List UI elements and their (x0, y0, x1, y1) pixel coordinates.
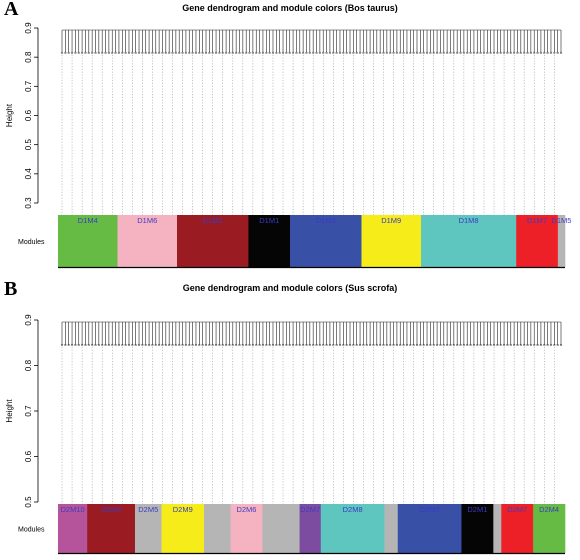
y-tick-label: 0.9 (24, 314, 33, 326)
y-tick-label: 0.4 (24, 168, 33, 180)
module-block (262, 504, 300, 553)
module-block (58, 504, 88, 553)
module-label: D2M10 (61, 505, 85, 514)
y-axis-label: Height (5, 103, 14, 127)
module-label: D1M6 (137, 216, 157, 225)
leaf-guides (61, 346, 555, 504)
y-tick-label: 0.9 (24, 22, 33, 34)
module-label: D2M8 (343, 505, 363, 514)
y-tick-label: 0.5 (24, 139, 33, 151)
module-block (397, 504, 462, 553)
modules-label: Modules (18, 239, 45, 246)
panel-letter: A (4, 0, 19, 20)
module-label: D1M8 (459, 216, 479, 225)
module-label: D1M1 (259, 216, 279, 225)
module-label: D2M2 (420, 505, 440, 514)
module-block (58, 215, 118, 267)
module-block (177, 215, 249, 267)
y-tick-label: 0.5 (24, 496, 33, 508)
panel-letter: B (4, 278, 18, 300)
module-label: D2M7 (507, 505, 527, 514)
module-block (248, 215, 291, 267)
module-label: D2M4 (539, 505, 559, 514)
dendrogram (60, 321, 563, 347)
module-block (161, 504, 205, 553)
module-block (501, 504, 534, 553)
y-tick-label: 0.8 (24, 359, 33, 371)
module-block (557, 215, 566, 267)
y-tick-label: 0.8 (24, 51, 33, 63)
module-block (516, 215, 559, 267)
module-label: D2M3 (101, 505, 121, 514)
dendrogram (60, 29, 563, 54)
leaf-guides (61, 54, 555, 215)
y-axis: 0.3 0.4 0.5 0.6 0.7 0.8 0.9 (24, 22, 39, 209)
y-axis: 0.5 0.6 0.7 0.8 0.9 (24, 314, 39, 508)
module-label: D2M5 (138, 505, 158, 514)
module-label: D2M6 (236, 505, 256, 514)
module-label: D1M9 (381, 216, 401, 225)
module-block (290, 215, 362, 267)
y-tick-label: 0.7 (24, 80, 33, 92)
module-block (134, 504, 162, 553)
module-label: D2M1 (467, 505, 487, 514)
module-label: D1M5 (551, 216, 571, 225)
panel-title: Gene dendrogram and module colors (Bos t… (182, 3, 398, 13)
module-block (203, 504, 231, 553)
module-color-bar: D2M10 D2M3 D2M5 D2M9 D2M6 D2M7 D2M8 D2M2 D2M1 D2M… (58, 504, 566, 555)
y-axis-label: Height (5, 399, 14, 423)
module-label: D1M7 (527, 216, 547, 225)
module-block (320, 504, 385, 553)
module-label: D1M3 (316, 216, 336, 225)
module-color-bar: D1M4 D1M6 D1M2 D1M1 D1M3 D1M9 D1M8 D1M7 D1M5 (58, 215, 571, 269)
y-tick-label: 0.6 (24, 109, 33, 121)
module-block (384, 504, 399, 553)
panel-title: Gene dendrogram and module colors (Sus s… (182, 283, 398, 293)
module-block (420, 215, 517, 267)
module-label: D1M2 (203, 216, 223, 225)
module-label: D1M4 (78, 216, 98, 225)
panel-b: B Gene dendrogram and module colors (Sus… (0, 278, 580, 560)
module-label: D2M9 (173, 505, 193, 514)
module-block (87, 504, 136, 553)
module-block (461, 504, 494, 553)
y-tick-label: 0.7 (24, 405, 33, 417)
module-block (299, 504, 322, 553)
y-tick-label: 0.6 (24, 450, 33, 462)
modules-label: Modules (18, 527, 45, 534)
module-block (117, 215, 178, 267)
module-label: D2M7 (300, 505, 320, 514)
module-block (493, 504, 502, 553)
module-block (361, 215, 422, 267)
module-block (230, 504, 263, 553)
panel-a: A Gene dendrogram and module colors (Bos… (4, 0, 571, 269)
module-block (533, 504, 566, 553)
y-tick-label: 0.3 (24, 197, 33, 209)
